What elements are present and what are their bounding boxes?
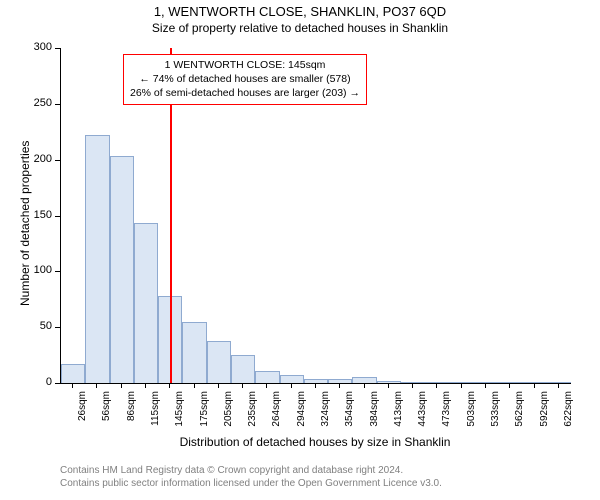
xtick-label: 115sqm <box>150 391 161 451</box>
ytick-mark <box>55 327 60 328</box>
ytick-label: 0 <box>20 376 52 388</box>
ytick-label: 100 <box>20 264 52 276</box>
ytick-label: 150 <box>20 209 52 221</box>
xtick-mark <box>436 383 437 388</box>
y-axis-label: Number of detached properties <box>18 140 32 305</box>
xtick-mark <box>291 383 292 388</box>
xtick-label: 533sqm <box>490 391 501 451</box>
annotation-box: 1 WENTWORTH CLOSE: 145sqm← 74% of detach… <box>123 54 367 105</box>
chart-container: 1, WENTWORTH CLOSE, SHANKLIN, PO37 6QD S… <box>0 0 600 500</box>
xtick-label: 503sqm <box>466 391 477 451</box>
xtick-mark <box>242 383 243 388</box>
xtick-mark <box>218 383 219 388</box>
xtick-label: 592sqm <box>539 391 550 451</box>
histogram-bar <box>328 379 352 383</box>
ytick-mark <box>55 160 60 161</box>
xtick-label: 562sqm <box>514 391 525 451</box>
xtick-label: 384sqm <box>369 391 380 451</box>
xtick-mark <box>121 383 122 388</box>
ytick-label: 200 <box>20 153 52 165</box>
xtick-label: 443sqm <box>417 391 428 451</box>
histogram-bar <box>522 382 546 383</box>
footer-line-2: Contains public sector information licen… <box>60 477 442 490</box>
xtick-mark <box>266 383 267 388</box>
histogram-bar <box>498 382 522 383</box>
ytick-mark <box>55 104 60 105</box>
xtick-mark <box>145 383 146 388</box>
xtick-label: 205sqm <box>223 391 234 451</box>
xtick-label: 324sqm <box>320 391 331 451</box>
histogram-bar <box>134 223 158 383</box>
ytick-label: 50 <box>20 320 52 332</box>
ytick-mark <box>55 383 60 384</box>
annotation-line: 1 WENTWORTH CLOSE: 145sqm <box>130 58 360 72</box>
page-title: 1, WENTWORTH CLOSE, SHANKLIN, PO37 6QD <box>0 0 600 19</box>
histogram-bar <box>401 382 425 383</box>
histogram-bar <box>182 322 206 383</box>
xtick-label: 56sqm <box>101 391 112 451</box>
ytick-label: 300 <box>20 41 52 53</box>
histogram-bar <box>231 355 255 383</box>
xtick-mark <box>339 383 340 388</box>
xtick-label: 294sqm <box>296 391 307 451</box>
histogram-bar <box>85 135 109 383</box>
page-subtitle: Size of property relative to detached ho… <box>0 19 600 35</box>
xtick-mark <box>558 383 559 388</box>
xtick-mark <box>485 383 486 388</box>
histogram-bar <box>425 382 449 383</box>
histogram-bar <box>352 377 376 383</box>
xtick-mark <box>534 383 535 388</box>
xtick-label: 175sqm <box>199 391 210 451</box>
ytick-label: 250 <box>20 97 52 109</box>
ytick-mark <box>55 48 60 49</box>
histogram-bar <box>280 375 304 383</box>
xtick-label: 264sqm <box>271 391 282 451</box>
xtick-label: 235sqm <box>247 391 258 451</box>
xtick-mark <box>412 383 413 388</box>
xtick-label: 145sqm <box>174 391 185 451</box>
xtick-label: 26sqm <box>77 391 88 451</box>
histogram-bar <box>547 382 571 383</box>
annotation-line: ← 74% of detached houses are smaller (57… <box>130 72 360 86</box>
histogram-bar <box>61 364 85 383</box>
histogram-bar <box>255 371 279 383</box>
xtick-label: 413sqm <box>393 391 404 451</box>
plot-area: 1 WENTWORTH CLOSE: 145sqm← 74% of detach… <box>60 48 571 384</box>
histogram-bar <box>207 341 231 383</box>
xtick-mark <box>169 383 170 388</box>
histogram-bar <box>450 382 474 383</box>
footer-line-1: Contains HM Land Registry data © Crown c… <box>60 464 442 477</box>
xtick-label: 354sqm <box>344 391 355 451</box>
xtick-mark <box>461 383 462 388</box>
xtick-mark <box>96 383 97 388</box>
annotation-line: 26% of semi-detached houses are larger (… <box>130 86 360 100</box>
histogram-bar <box>377 381 401 383</box>
ytick-mark <box>55 216 60 217</box>
histogram-bar <box>110 156 134 383</box>
xtick-mark <box>364 383 365 388</box>
xtick-mark <box>315 383 316 388</box>
xtick-label: 86sqm <box>126 391 137 451</box>
xtick-label: 473sqm <box>441 391 452 451</box>
attribution-footer: Contains HM Land Registry data © Crown c… <box>60 464 442 490</box>
xtick-mark <box>509 383 510 388</box>
ytick-mark <box>55 271 60 272</box>
xtick-mark <box>194 383 195 388</box>
xtick-mark <box>72 383 73 388</box>
xtick-mark <box>388 383 389 388</box>
xtick-label: 622sqm <box>563 391 574 451</box>
